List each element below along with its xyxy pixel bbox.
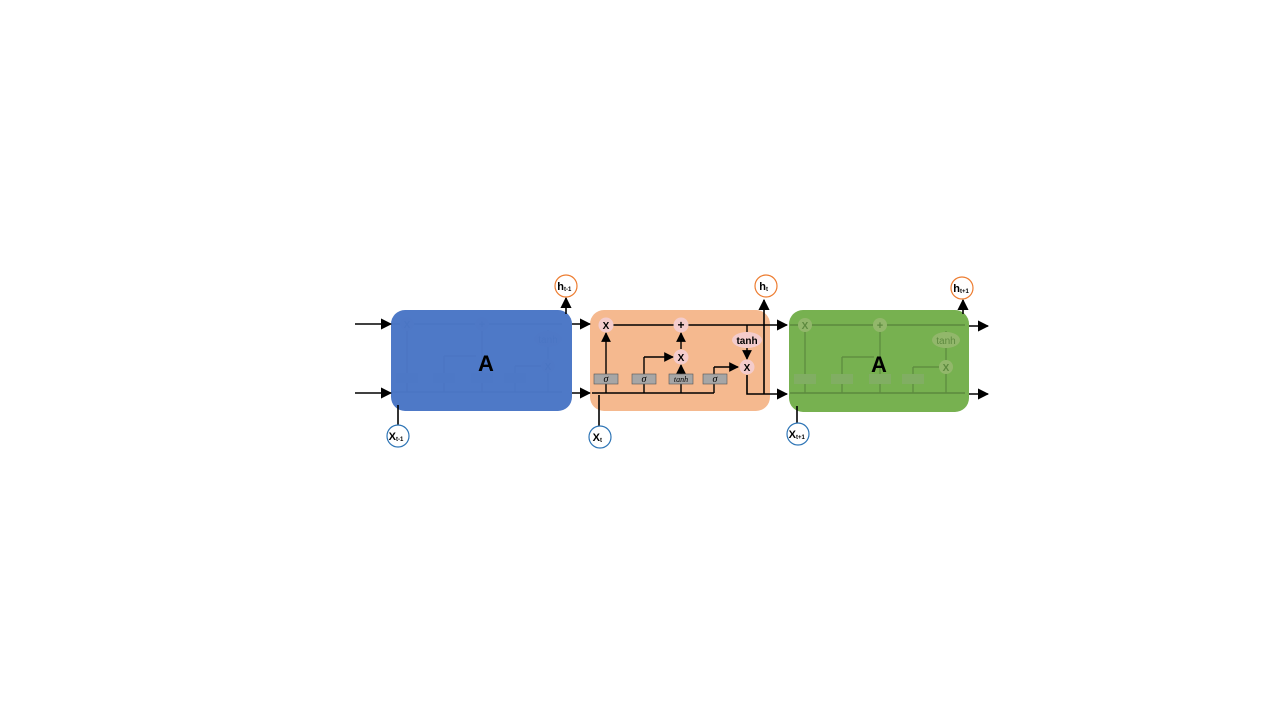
add-op: + <box>677 318 684 332</box>
input-node-curr: X t <box>588 425 612 449</box>
forget-mult-op: X <box>603 321 610 332</box>
output-gate-box <box>702 373 728 385</box>
cell-next: X + X tanh A <box>789 310 969 412</box>
cell-prev: X + X tanh A <box>391 310 572 411</box>
output-next-base: h <box>953 283 960 295</box>
cell-prev-box <box>391 310 572 411</box>
output-curr-sub: t <box>766 287 768 293</box>
output-node-prev: h t-1 <box>554 274 578 298</box>
output-curr-base: h <box>759 281 766 293</box>
next-mult-op: X <box>802 321 809 332</box>
cell-prev-label: A <box>478 351 494 376</box>
cell-next-box <box>789 310 969 412</box>
input-prev-sub: t-1 <box>396 437 404 443</box>
output-node-curr: h t <box>754 274 778 298</box>
outer-connections <box>355 296 990 426</box>
output-next-sub: t+1 <box>960 289 970 295</box>
output-mult-op: X <box>744 363 751 374</box>
tanh-ellipse <box>732 332 762 348</box>
output-prev-sub: t-1 <box>564 287 572 293</box>
forget-gate-box <box>593 373 619 385</box>
output-prev-base: h <box>557 281 564 293</box>
ht-out-wire <box>746 375 789 400</box>
add-circle <box>673 317 689 333</box>
forget-mult-circle <box>598 317 614 333</box>
next-add-op: + <box>877 320 883 332</box>
input-gate-label: σ <box>642 374 648 385</box>
input-next-sub: t+1 <box>796 435 806 441</box>
cell-next-internals: X + X tanh <box>790 318 965 394</box>
input-curr-sub: t <box>600 438 602 444</box>
input-prev-base: X <box>389 431 397 443</box>
cell-curr: σ σ tanh σ X + X tanh X <box>590 298 789 411</box>
next-tanh-op: tanh <box>936 336 955 347</box>
tanh-op: tanh <box>736 336 757 347</box>
input-next-base: X <box>789 429 797 441</box>
input-mult-op: X <box>678 353 685 364</box>
input-gate-box <box>631 373 657 385</box>
output-mult-circle <box>739 359 755 375</box>
candidate-gate-label: tanh <box>674 375 688 384</box>
cell-next-label: A <box>871 352 887 377</box>
input-node-next: X t+1 <box>786 422 810 446</box>
output-gate-label: σ <box>713 374 719 385</box>
candidate-gate-box <box>668 373 694 385</box>
forget-gate-label: σ <box>604 374 610 385</box>
input-node-prev: X t-1 <box>386 424 410 448</box>
next-out-mult-op: X <box>943 363 950 374</box>
input-curr-base: X <box>593 432 601 444</box>
output-node-next: h t+1 <box>950 276 974 300</box>
input-mult-circle <box>673 349 689 365</box>
